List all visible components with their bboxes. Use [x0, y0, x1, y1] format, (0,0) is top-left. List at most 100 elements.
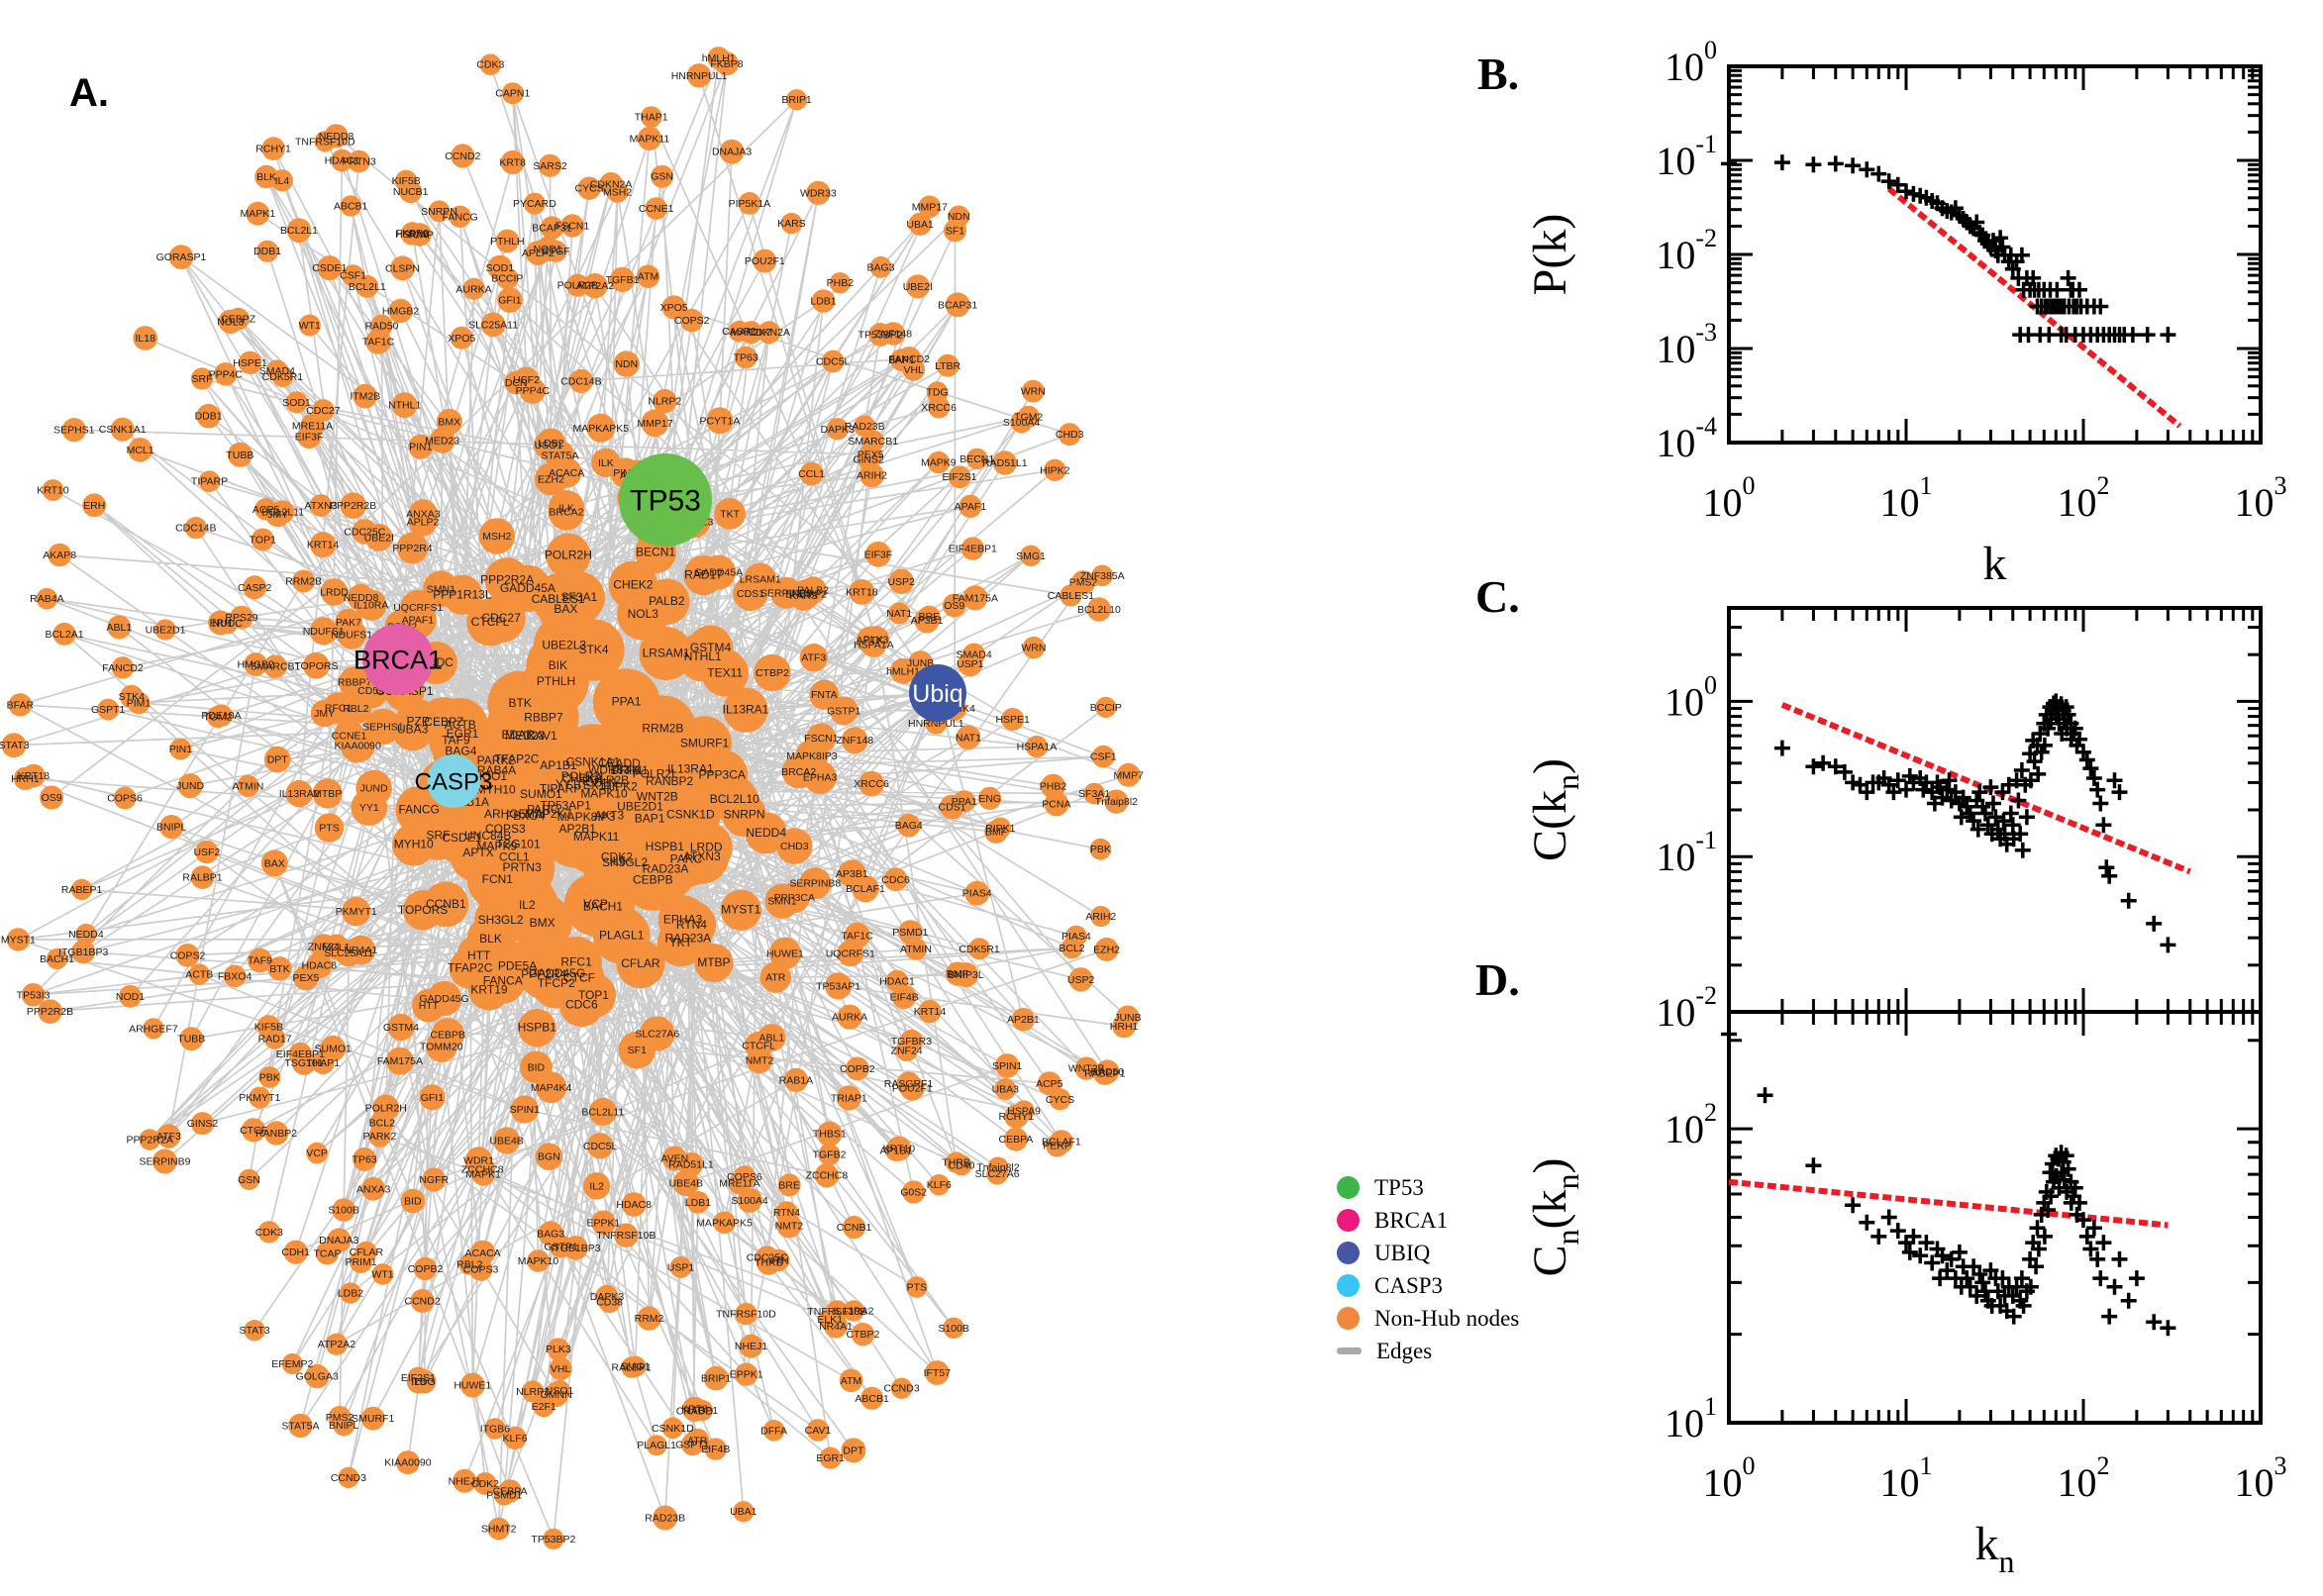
network-node-label: VCP [306, 1147, 328, 1159]
network-node-label: TNFRSF10D [716, 1309, 776, 1321]
network-node-label: ZNF24 [308, 942, 340, 953]
network-node-label: GADD45G [529, 966, 585, 980]
network-node [497, 287, 523, 313]
network-node-label: IL2 [589, 1180, 604, 1192]
network-node-label: ATP2A2 [576, 280, 614, 292]
network-node [964, 880, 990, 906]
network-node [133, 326, 157, 350]
network-node-label: SH3GL2 [478, 913, 524, 927]
network-node-label: BRCA2 [781, 766, 816, 778]
network-node [962, 585, 988, 611]
network-node-label: GSTP1 [827, 705, 861, 717]
network-node [739, 1334, 763, 1358]
network-node [36, 587, 58, 610]
network-node-label: CDC25C [747, 1251, 788, 1263]
network-node [260, 849, 288, 877]
network-node [613, 350, 640, 377]
network-node-label: S100A4 [731, 1195, 768, 1207]
network-node [821, 349, 845, 373]
network-node [694, 944, 734, 983]
network-node-label: UBE2I [364, 532, 394, 544]
network-node-label: NMT2 [775, 1220, 804, 1232]
chart-panel-b: 100 101 102 103 100 10-1 10-2 10-3 10-4 k P(k) [1524, 36, 2287, 590]
network-node-label: JMY [314, 708, 335, 720]
network-node-label: RAD51L1 [982, 457, 1028, 469]
network-node-label: HSPE1 [995, 714, 1030, 726]
network-node-label: RAD23A [664, 932, 711, 946]
y-tick-label: 102 [1665, 1098, 1717, 1151]
network-node [263, 746, 291, 773]
network-node-label: SLC25A11 [324, 948, 373, 959]
network-node-label: TSG101 [284, 1057, 323, 1069]
network-node-label: WRN [1021, 386, 1046, 398]
network-node [46, 948, 68, 970]
network-node [426, 1031, 457, 1062]
network-node-label: WNT2B [1068, 1063, 1105, 1075]
network-node [395, 1450, 420, 1475]
network-node-label: BFAR [7, 699, 35, 711]
network-node [518, 1008, 556, 1047]
network-node [865, 541, 891, 567]
network-node [806, 723, 837, 753]
network-node [1068, 967, 1093, 992]
network-node-label: CDKN2A [590, 178, 633, 190]
axis-ticks [1727, 64, 2263, 445]
network-node-label: RAD50 [365, 320, 399, 332]
network-node [905, 274, 931, 299]
network-node-label: ITGB1BP3 [551, 1243, 600, 1254]
network-node-label: CCL1 [499, 850, 530, 864]
network-node-label: FBXO4 [218, 970, 252, 982]
network-node [701, 649, 749, 697]
network-node-label: ATXN3 [683, 849, 721, 863]
network-node-label: PDE10A [201, 710, 241, 722]
network-node-label: PPA1 [612, 695, 642, 709]
network-node-label: PMS2 [1069, 577, 1098, 589]
network-node-label: SRF [427, 829, 451, 843]
network-node-label: SMN1 [767, 896, 796, 908]
network-node-label: BMF [985, 827, 1007, 839]
network-node-label: MAPK9 [477, 840, 518, 853]
network-node [339, 666, 371, 699]
network-node [806, 180, 831, 205]
network-node-label: POLR2B [582, 773, 629, 787]
network-node-label: TCAP [406, 230, 434, 242]
network-node-label: BCL2L10 [1077, 604, 1121, 616]
network-node-label: EPHA3 [803, 772, 838, 784]
network-node-label: FBXO4 [506, 809, 546, 823]
network-node-label: BLK [256, 171, 276, 183]
network-node [956, 725, 981, 750]
network-node-label: XRCC6 [854, 778, 889, 790]
network-node [858, 770, 884, 797]
network-node [227, 442, 252, 467]
network-node-label: KRT18 [846, 586, 878, 598]
network-node [453, 1468, 477, 1493]
network-node [40, 785, 64, 810]
network-node-label: ERH [83, 500, 105, 512]
network-node-label: CRADD [676, 1405, 714, 1417]
network-node-label: FKBP8 [710, 58, 743, 70]
network-node-label: PEX5 [292, 972, 319, 984]
network-node-label: RPS29 [225, 612, 257, 624]
network-node-label: WRN [1021, 643, 1046, 654]
legend-item-brca1: BRCA1 [1337, 1204, 1519, 1237]
network-node-label: UBE2D1 [146, 625, 186, 637]
network-node [168, 245, 194, 269]
y-tick-label: 100 [1665, 670, 1717, 724]
network-node [829, 696, 858, 726]
data-points [1721, 1026, 2176, 1337]
network-node [762, 1420, 785, 1442]
network-node-label: TRIAP1 [831, 1092, 867, 1104]
network-node [543, 1528, 564, 1549]
network-node-label: BAP1 [888, 354, 915, 366]
network-node-label: PSMD1 [486, 1489, 522, 1501]
network-node-label: TSG101 [496, 838, 541, 851]
network-node-label: MAPK11 [573, 830, 620, 844]
network-node-label: KRT10 [883, 1144, 916, 1155]
network-node-label: MAPK9 [921, 457, 957, 469]
network-node [560, 214, 584, 238]
network-node [954, 962, 978, 988]
network-node [501, 82, 524, 105]
network-node [71, 940, 96, 964]
network-node-label: TGFBR3 [891, 1036, 933, 1047]
network-node-label: TFAP2C [494, 752, 540, 766]
